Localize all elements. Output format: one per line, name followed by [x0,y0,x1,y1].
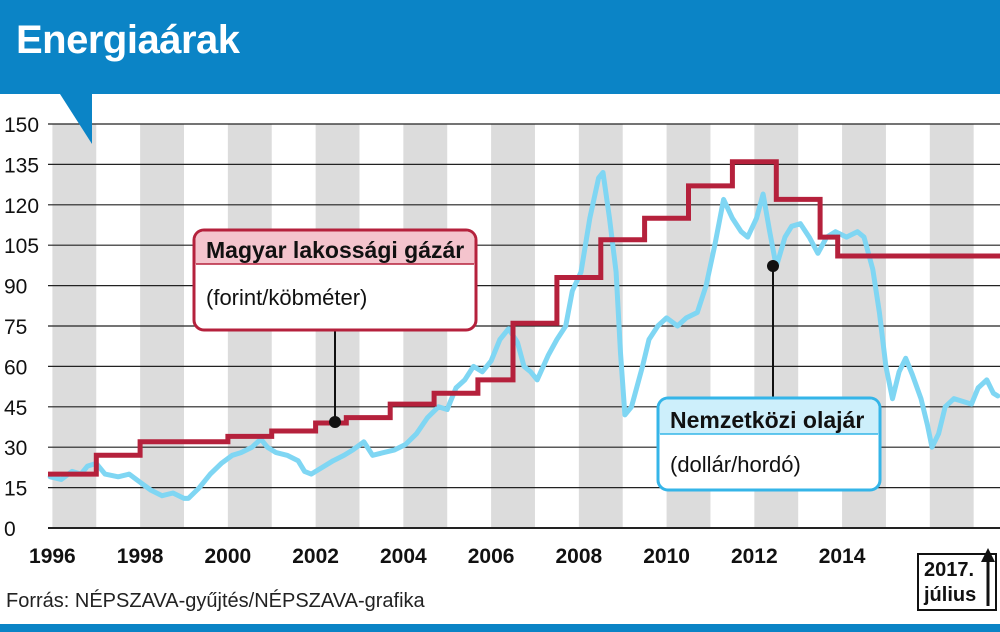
x-tick-label: 2004 [380,545,427,568]
x-tick-label: 1996 [29,545,76,568]
y-tick-label: 105 [4,235,39,258]
x-tick-label: 1998 [117,545,164,568]
oil-callout-title: Nemzetközi olajár [670,407,864,433]
chart-title: Energiaárak [16,18,240,62]
end-date-month: július [923,584,976,606]
gas-callout: Magyar lakossági gázár (forint/köbméter) [192,228,478,332]
y-tick-label: 60 [4,356,27,379]
y-axis-tick-labels: 0 15 30 45 60 75 90 105 120 135 150 [4,114,39,541]
y-tick-label: 150 [4,114,39,137]
end-date-year: 2017. [924,559,974,581]
oil-callout: Nemzetközi olajár (dollár/hordó) [656,396,882,492]
x-tick-label: 2006 [468,545,515,568]
y-tick-label: 120 [4,195,39,218]
x-tick-label: 2010 [643,545,690,568]
x-tick-label: 2002 [292,545,339,568]
y-tick-label: 0 [4,518,16,541]
x-axis-tick-labels: 1996 1998 2000 2002 2004 2006 2008 2010 2012 2014 [29,545,866,568]
y-tick-label: 30 [4,437,27,460]
header-bar: Energiaárak [0,0,1000,94]
oil-callout-marker [767,260,779,272]
oil-price-line [47,170,1000,501]
gas-price-line [48,159,1000,477]
gas-callout-marker [329,416,341,428]
oil-callout-unit: (dollár/hordó) [670,452,801,477]
y-tick-label: 135 [4,154,39,177]
x-tick-label: 2008 [555,545,602,568]
gas-callout-title: Magyar lakossági gázár [206,237,464,263]
end-date-marker: 2017. július [917,548,997,611]
y-tick-label: 75 [4,316,27,339]
x-tick-label: 2012 [731,545,778,568]
source-note: Forrás: NÉPSZAVA-gyűjtés/NÉPSZAVA-grafik… [6,590,425,612]
y-tick-label: 15 [4,478,27,501]
bottom-rule [0,624,1000,632]
header-notch [60,94,92,144]
y-tick-label: 90 [4,276,27,299]
y-tick-label: 45 [4,397,27,420]
x-tick-label: 2014 [819,545,866,568]
x-tick-label: 2000 [205,545,252,568]
gas-callout-unit: (forint/köbméter) [206,285,367,310]
